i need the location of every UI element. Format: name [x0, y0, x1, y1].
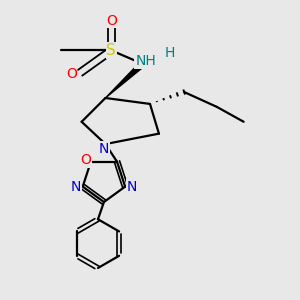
Text: N: N — [127, 180, 137, 194]
Text: N: N — [71, 180, 81, 194]
Text: O: O — [106, 14, 117, 28]
Text: S: S — [106, 43, 116, 58]
Text: O: O — [80, 153, 91, 167]
Text: N: N — [99, 142, 109, 155]
Text: H: H — [164, 46, 175, 60]
Text: NH: NH — [135, 54, 156, 68]
Text: O: O — [66, 67, 77, 81]
Polygon shape — [105, 61, 145, 98]
